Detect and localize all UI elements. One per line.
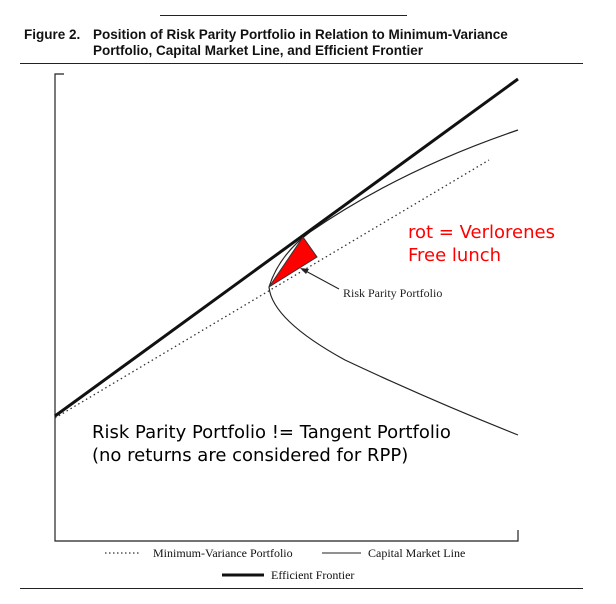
- hyperbola-upper: [268, 129, 519, 288]
- legend-label-cml: Capital Market Line: [368, 546, 466, 560]
- plot-frame: [54, 73, 519, 542]
- dotted-line: [54, 159, 490, 419]
- arrow-line: [301, 268, 340, 290]
- figure-title: Figure 2. Position of Risk Parity Portfol…: [24, 27, 508, 59]
- figure-number: Figure 2.: [24, 27, 81, 42]
- bottom-rule: [20, 588, 583, 589]
- red-annotation: rot = Verlorenes Free lunch: [408, 221, 555, 267]
- title-line-2: Portfolio, Capital Market Line, and Effi…: [93, 43, 424, 58]
- red-annotation-line-2: Free lunch: [408, 245, 502, 266]
- thick-line: [54, 77, 519, 418]
- title-rule: [20, 63, 583, 64]
- lost-free-lunch-triangle: [268, 236, 318, 288]
- risk-parity-label: Risk Parity Portfolio: [343, 286, 442, 300]
- red-annotation-line-1: rot = Verlorenes: [408, 222, 555, 243]
- legend-label-efficient-frontier: Efficient Frontier: [271, 568, 355, 582]
- hyperbola-lower: [268, 286, 519, 436]
- legend-label-min-variance: Minimum-Variance Portfolio: [153, 546, 293, 560]
- title-line-1: Position of Risk Parity Portfolio in Rel…: [93, 27, 508, 42]
- top-rule: [160, 15, 407, 16]
- arrow-head-icon: [300, 268, 309, 274]
- black-annotation: Risk Parity Portfolio != Tangent Portfol…: [92, 422, 451, 466]
